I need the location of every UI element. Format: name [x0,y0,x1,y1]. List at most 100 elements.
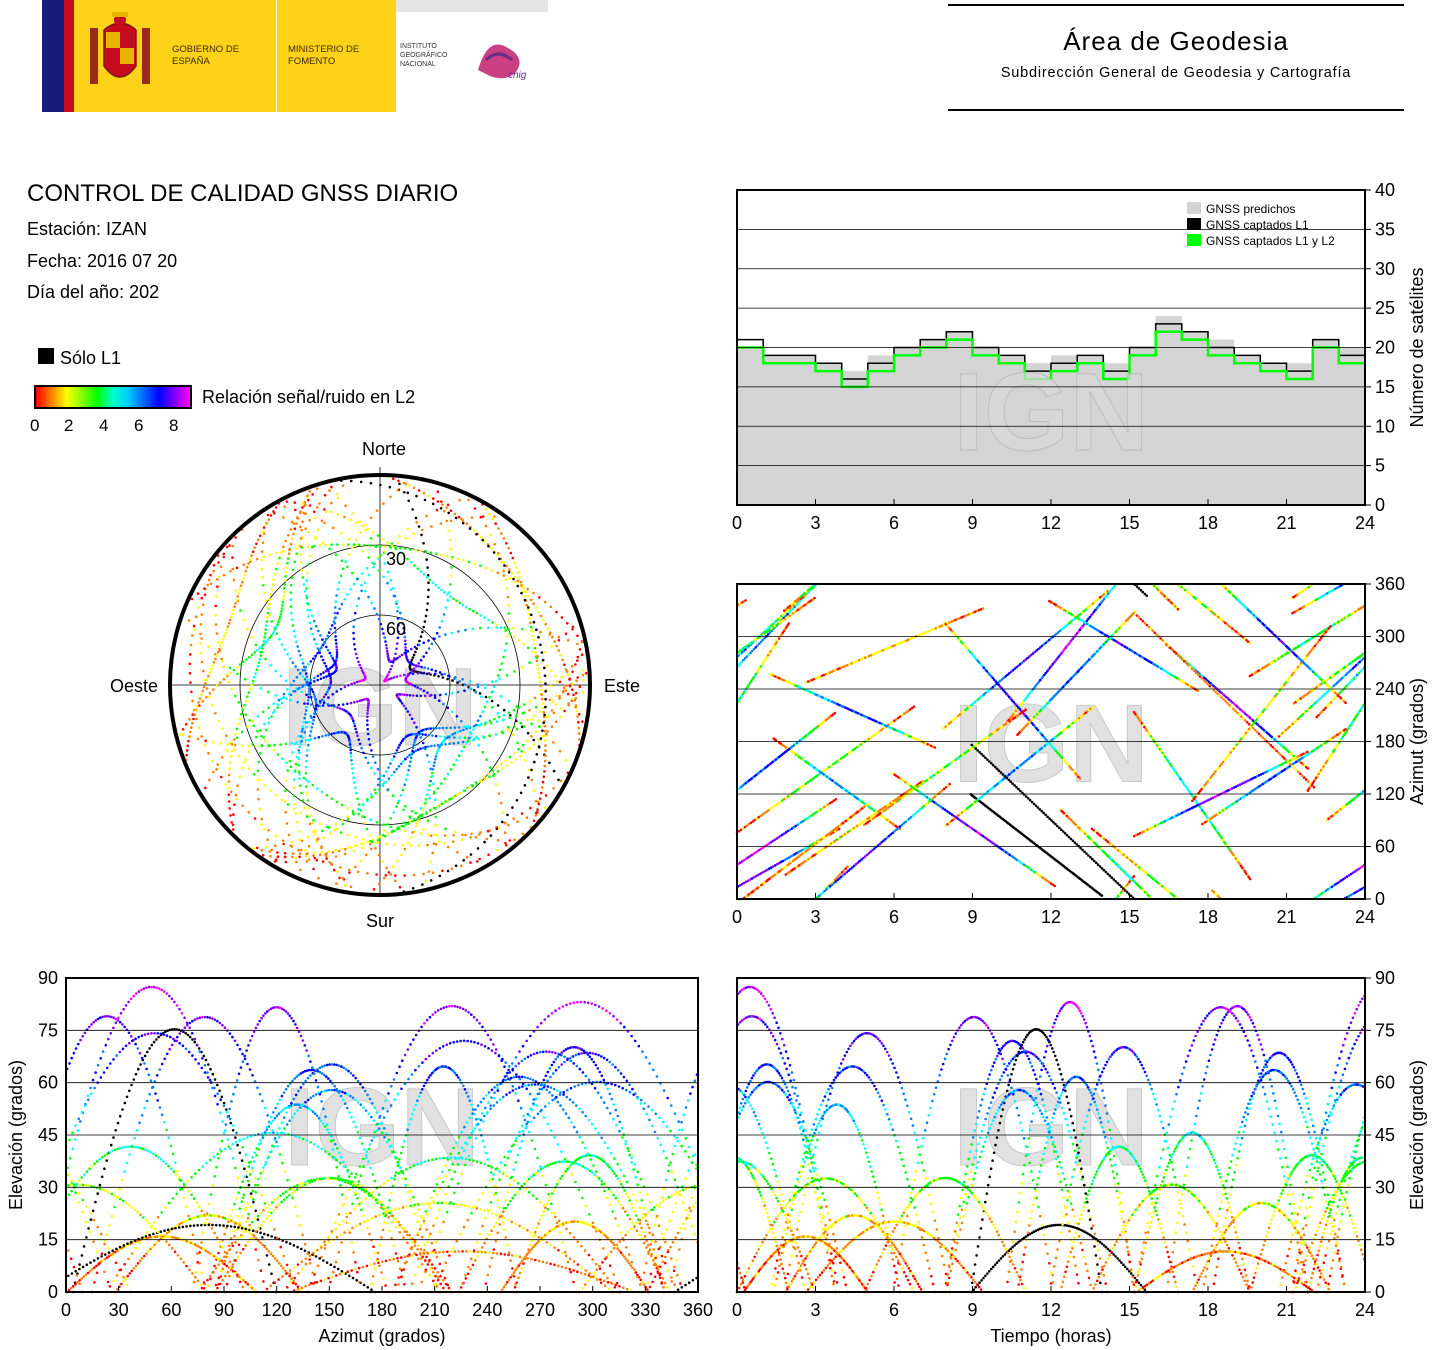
skyplot-track-point [265,620,269,623]
ring-label-30: 30 [386,549,406,569]
skyplot-track-point [262,639,266,643]
azimuth-track-point [1342,877,1345,881]
skyplot-track-point [426,595,430,599]
azimuth-track-point [1167,644,1170,648]
azimuth-track-point [1317,698,1320,702]
skyplot-track-point [260,744,264,748]
skyplot-track-point [267,706,270,709]
azimuth-track-point [1293,766,1296,770]
azimuth-track-point [1124,854,1127,858]
azimuth-track-point [1153,631,1156,634]
azimuth-track-point [1009,670,1013,674]
azimuth-track-point [959,640,963,643]
skyplot-track-point [443,735,447,739]
azimuth-track-point [895,643,898,646]
azimuth-track-point [1063,648,1066,651]
azimuth-track-point [893,719,896,722]
cnig-logo-icon: cnig [468,30,538,90]
skyplot-track-point [188,662,192,666]
skyplot-track-point [469,861,472,864]
azimuth-track-point [871,734,874,738]
skyplot-track-point [403,491,406,494]
azimuth-track-point [802,819,805,823]
skyplot-track-point [385,842,388,846]
azimuth-track-point [1175,652,1178,655]
skyplot-track-point [272,510,275,513]
skyplot-track-point [258,752,262,755]
azimuth-track-point [767,842,771,845]
azimuth-track-point [765,843,769,847]
skyplot-track-point [374,791,378,795]
skyplot-track-point [374,841,378,845]
skyplot-track-point [295,552,298,555]
azimuth-track-point [992,842,995,845]
azimuth-track-point [1050,664,1053,668]
skyplot-track-point [297,848,300,852]
azimuth-track-point [1302,605,1306,608]
azimuth-track-point [1355,890,1358,894]
skyplot-track-point [222,665,226,669]
azimuth-track-point [1191,799,1194,803]
azimuth-track-point [986,690,989,693]
azimuth-track-point [799,849,802,853]
azimuth-track-point [952,619,955,622]
skyplot-track-point [311,545,314,549]
skyplot-track-point [297,770,301,774]
skyplot-track-point [557,635,561,639]
azimuth-track-point [1050,819,1053,822]
skyplot-track-point [320,655,323,658]
skyplot-track-point [461,603,465,607]
skyplot-track-point [298,830,301,833]
skyplot-track-point [255,735,258,739]
skyplot-track-point [301,502,304,506]
skyplot-track-point [298,773,301,776]
skyplot-track-point [318,649,321,652]
skyplot-track-point [540,791,543,795]
skyplot-track-point [488,734,491,737]
skyplot-track-point [446,869,450,873]
skyplot-track-point [295,740,299,744]
skyplot-track-point [397,479,400,483]
skyplot-track-point [336,543,339,546]
x-tick-label: 3 [810,513,820,533]
skyplot-track-point [366,723,369,726]
skyplot-track-point [201,603,205,606]
skyplot-track-point [327,631,331,634]
skyplot-track-point [243,703,246,707]
skyplot-track-point [481,515,485,518]
skyplot-track-point [233,748,237,751]
azimuth-track-point [1006,673,1009,677]
skyplot-track-point [346,565,349,569]
skyplot-track-point [475,782,479,786]
skyplot-track-point [370,749,373,752]
azimuth-track-point [1004,675,1007,678]
skyplot-track-point [341,708,344,711]
skyplot-track-point [462,745,466,749]
skyplot-track-point [313,832,317,836]
azimuth-track-point [1032,802,1036,806]
azimuth-track-point [1168,762,1172,766]
azimuth-track-point [1098,865,1102,868]
legend-label: GNSS predichos [1206,202,1295,216]
skyplot-track-point [410,647,413,651]
skyplot-track-point [543,764,547,768]
skyplot-track-point [493,515,496,518]
skyplot-track-point [355,538,358,542]
azimuth-track-point [1143,592,1147,596]
skyplot-track-point [544,739,547,742]
azimuth-track-point [1163,640,1166,644]
skyplot-track-point [233,743,237,747]
skyplot-track-point [312,619,316,623]
azimuth-track-point [949,720,953,724]
skyplot-track-point [439,507,443,510]
skyplot-track-point [181,733,185,736]
azimuth-track-point [891,772,895,775]
skyplot-track-point [286,803,290,806]
azimuth-track-point [1010,854,1013,858]
azimuth-track-point [1057,631,1060,634]
azimuth-track-point [960,711,964,715]
skyplot-track-point [488,512,491,516]
azimuth-track-point [1327,689,1331,692]
azimuth-track-point [1241,717,1245,720]
